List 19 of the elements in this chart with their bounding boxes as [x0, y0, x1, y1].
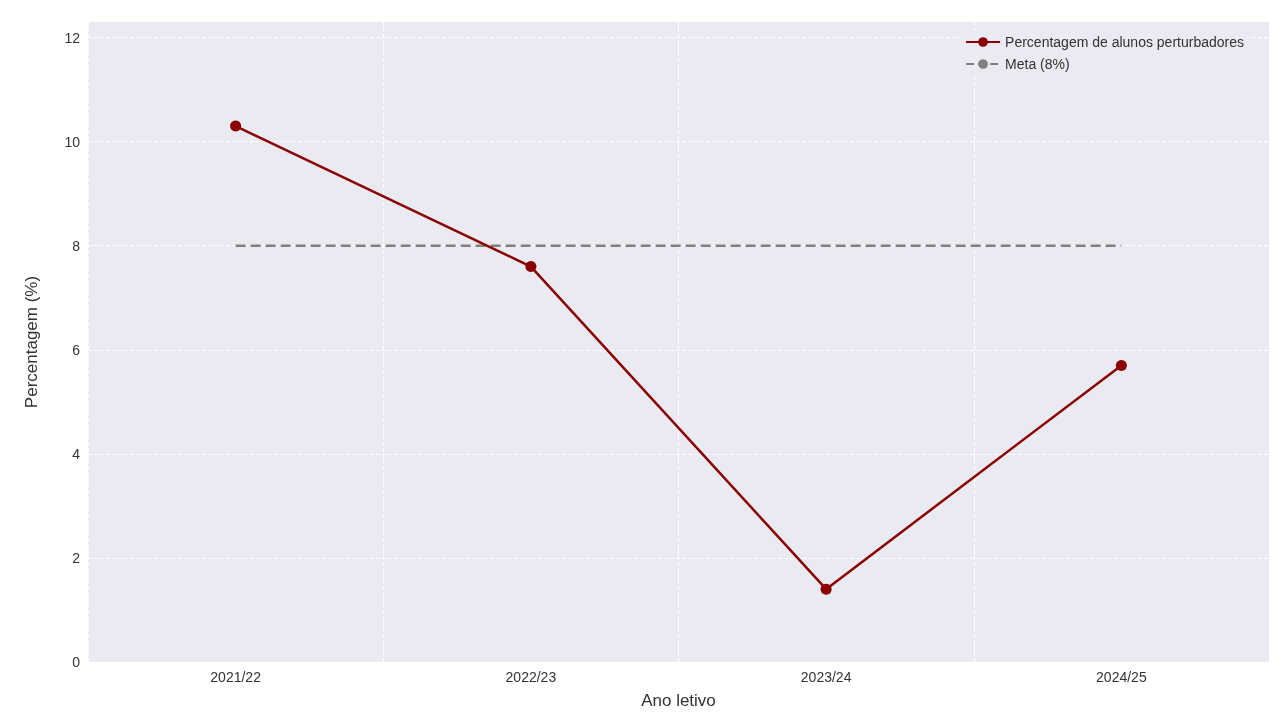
x-tick-label: 2023/24	[800, 669, 852, 685]
y-tick-label: 10	[64, 133, 81, 150]
y-tick-label: 12	[64, 29, 81, 46]
x-tick-label: 2024/25	[1096, 669, 1147, 685]
y-axis-title: Percentagem (%)	[22, 275, 41, 409]
y-tick-label: 0	[72, 654, 81, 670]
y-tick-label: 4	[72, 445, 81, 462]
point	[525, 261, 537, 273]
x-axis-title: Ano letivo	[641, 691, 716, 710]
y-tick-label: 6	[72, 341, 81, 358]
point	[820, 583, 832, 595]
y-tick-label: 2	[72, 549, 81, 566]
point	[1115, 359, 1127, 371]
legend-label: Meta (8%)	[1005, 56, 1070, 72]
y-tick-label: 8	[72, 237, 81, 254]
point	[230, 120, 242, 132]
x-tick-label: 2022/23	[505, 669, 557, 685]
legend-label: Percentagem de alunos perturbadores	[1005, 34, 1245, 50]
x-tick-label: 2021/22	[210, 669, 262, 685]
